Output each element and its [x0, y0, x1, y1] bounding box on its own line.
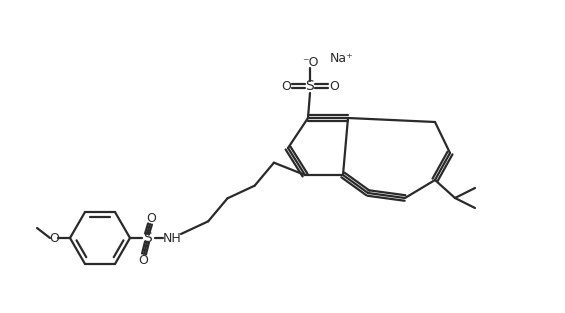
- Text: S: S: [306, 79, 314, 93]
- Text: O: O: [49, 232, 59, 244]
- Text: O: O: [281, 80, 291, 93]
- Text: NH: NH: [163, 233, 181, 245]
- Text: Na⁺: Na⁺: [330, 52, 354, 64]
- Text: O: O: [146, 212, 156, 224]
- Text: O: O: [138, 254, 148, 266]
- Text: ⁻O: ⁻O: [302, 55, 318, 69]
- Text: S: S: [142, 231, 151, 245]
- Text: O: O: [329, 80, 339, 93]
